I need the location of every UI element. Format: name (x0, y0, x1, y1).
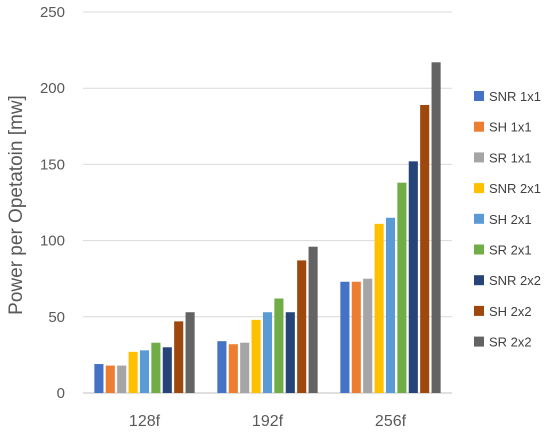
legend-label: SNR 2x2 (489, 273, 541, 288)
x-tick-label: 192f (252, 413, 284, 430)
bar (162, 347, 172, 393)
bar (274, 298, 284, 393)
legend-swatch (474, 91, 484, 101)
legend-label: SNR 1x1 (489, 89, 541, 104)
bar (374, 223, 384, 393)
legend-label: SH 2x1 (489, 212, 532, 227)
y-tick-label: 50 (48, 309, 65, 326)
bars (94, 62, 441, 394)
legend-label: SR 2x1 (489, 243, 532, 258)
legend-swatch (474, 213, 484, 224)
legend-label: SR 2x2 (489, 335, 532, 350)
bar (128, 351, 138, 393)
bar (240, 342, 250, 393)
legend-swatch (474, 183, 484, 194)
y-axis-title: Power per Opetatoin [mw] (6, 95, 27, 315)
bar (94, 364, 104, 393)
legend: SNR 1x1 SH 1x1 SR 1x1 SNR 2x1 SH 2x1 SR 2x1 SN… (474, 89, 541, 350)
legend-swatch (474, 336, 484, 347)
legend-swatch (474, 244, 484, 255)
bar (363, 278, 373, 393)
bar (251, 319, 261, 393)
y-tick-label: 250 (40, 4, 65, 21)
bar (297, 260, 307, 393)
legend-label: SNR 2x1 (489, 181, 541, 196)
y-tick-label: 150 (40, 156, 65, 173)
legend-swatch (474, 275, 484, 286)
bar (420, 104, 430, 394)
legend-label: SR 1x1 (489, 150, 532, 165)
x-axis-labels: 128f 192f 256f (129, 413, 407, 430)
bar (117, 365, 127, 393)
x-tick-label: 256f (375, 413, 407, 430)
bar (408, 161, 418, 393)
bar (431, 62, 441, 393)
bar (217, 341, 227, 393)
y-tick-label: 0 (57, 385, 65, 402)
x-tick-label: 128f (129, 413, 161, 430)
bar (228, 344, 238, 393)
bar (139, 350, 150, 393)
legend-swatch (474, 152, 484, 163)
bar (285, 312, 295, 393)
bar (262, 312, 273, 393)
y-tick-label: 200 (40, 80, 65, 97)
bar (105, 365, 115, 393)
y-axis-ticks: 0 50 100 150 200 250 (40, 4, 65, 402)
bar (340, 281, 350, 393)
legend-swatch (474, 121, 484, 132)
legend-swatch (474, 305, 484, 316)
bar (174, 321, 184, 393)
bar (351, 281, 361, 393)
bar (151, 342, 161, 393)
legend-label: SH 2x2 (489, 304, 532, 319)
bar (308, 246, 318, 393)
bar (185, 312, 195, 393)
bar (397, 182, 407, 393)
y-tick-label: 100 (40, 233, 65, 250)
legend-label: SH 1x1 (489, 120, 532, 135)
bar (385, 217, 396, 393)
